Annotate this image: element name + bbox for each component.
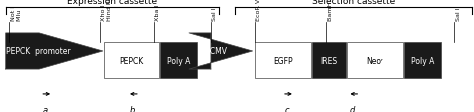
Text: IRES: IRES — [320, 56, 337, 65]
Polygon shape — [6, 34, 103, 69]
Bar — [312, 43, 346, 78]
Bar — [255, 43, 311, 78]
Bar — [404, 43, 441, 78]
Polygon shape — [189, 34, 253, 69]
Text: Xho I: Xho I — [101, 5, 106, 21]
Text: EcoR V: EcoR V — [256, 0, 262, 21]
Text: pCMV: pCMV — [205, 47, 227, 56]
Text: b: b — [130, 105, 136, 112]
Text: PEPCK: PEPCK — [119, 56, 144, 65]
Text: EGFP: EGFP — [273, 56, 293, 65]
Text: Xba I: Xba I — [155, 5, 161, 21]
Bar — [104, 43, 159, 78]
Text: Hind III: Hind III — [107, 0, 112, 21]
Text: BamH I: BamH I — [328, 0, 333, 21]
Text: Neoʳ: Neoʳ — [366, 56, 383, 65]
Text: Not I: Not I — [11, 6, 16, 21]
Text: Sal I: Sal I — [212, 8, 218, 21]
Text: Expression cassette: Expression cassette — [67, 0, 157, 6]
Text: Sal I: Sal I — [456, 8, 461, 21]
Text: a: a — [43, 105, 47, 112]
Bar — [347, 43, 403, 78]
Text: Poly A: Poly A — [167, 56, 191, 65]
Text: d: d — [349, 105, 355, 112]
Bar — [160, 43, 197, 78]
Text: c: c — [284, 105, 289, 112]
Text: Poly A: Poly A — [410, 56, 434, 65]
Text: Selection cassette: Selection cassette — [311, 0, 395, 6]
Text: Mlu I: Mlu I — [17, 6, 22, 21]
Text: PEPCK  promoter: PEPCK promoter — [6, 47, 71, 56]
